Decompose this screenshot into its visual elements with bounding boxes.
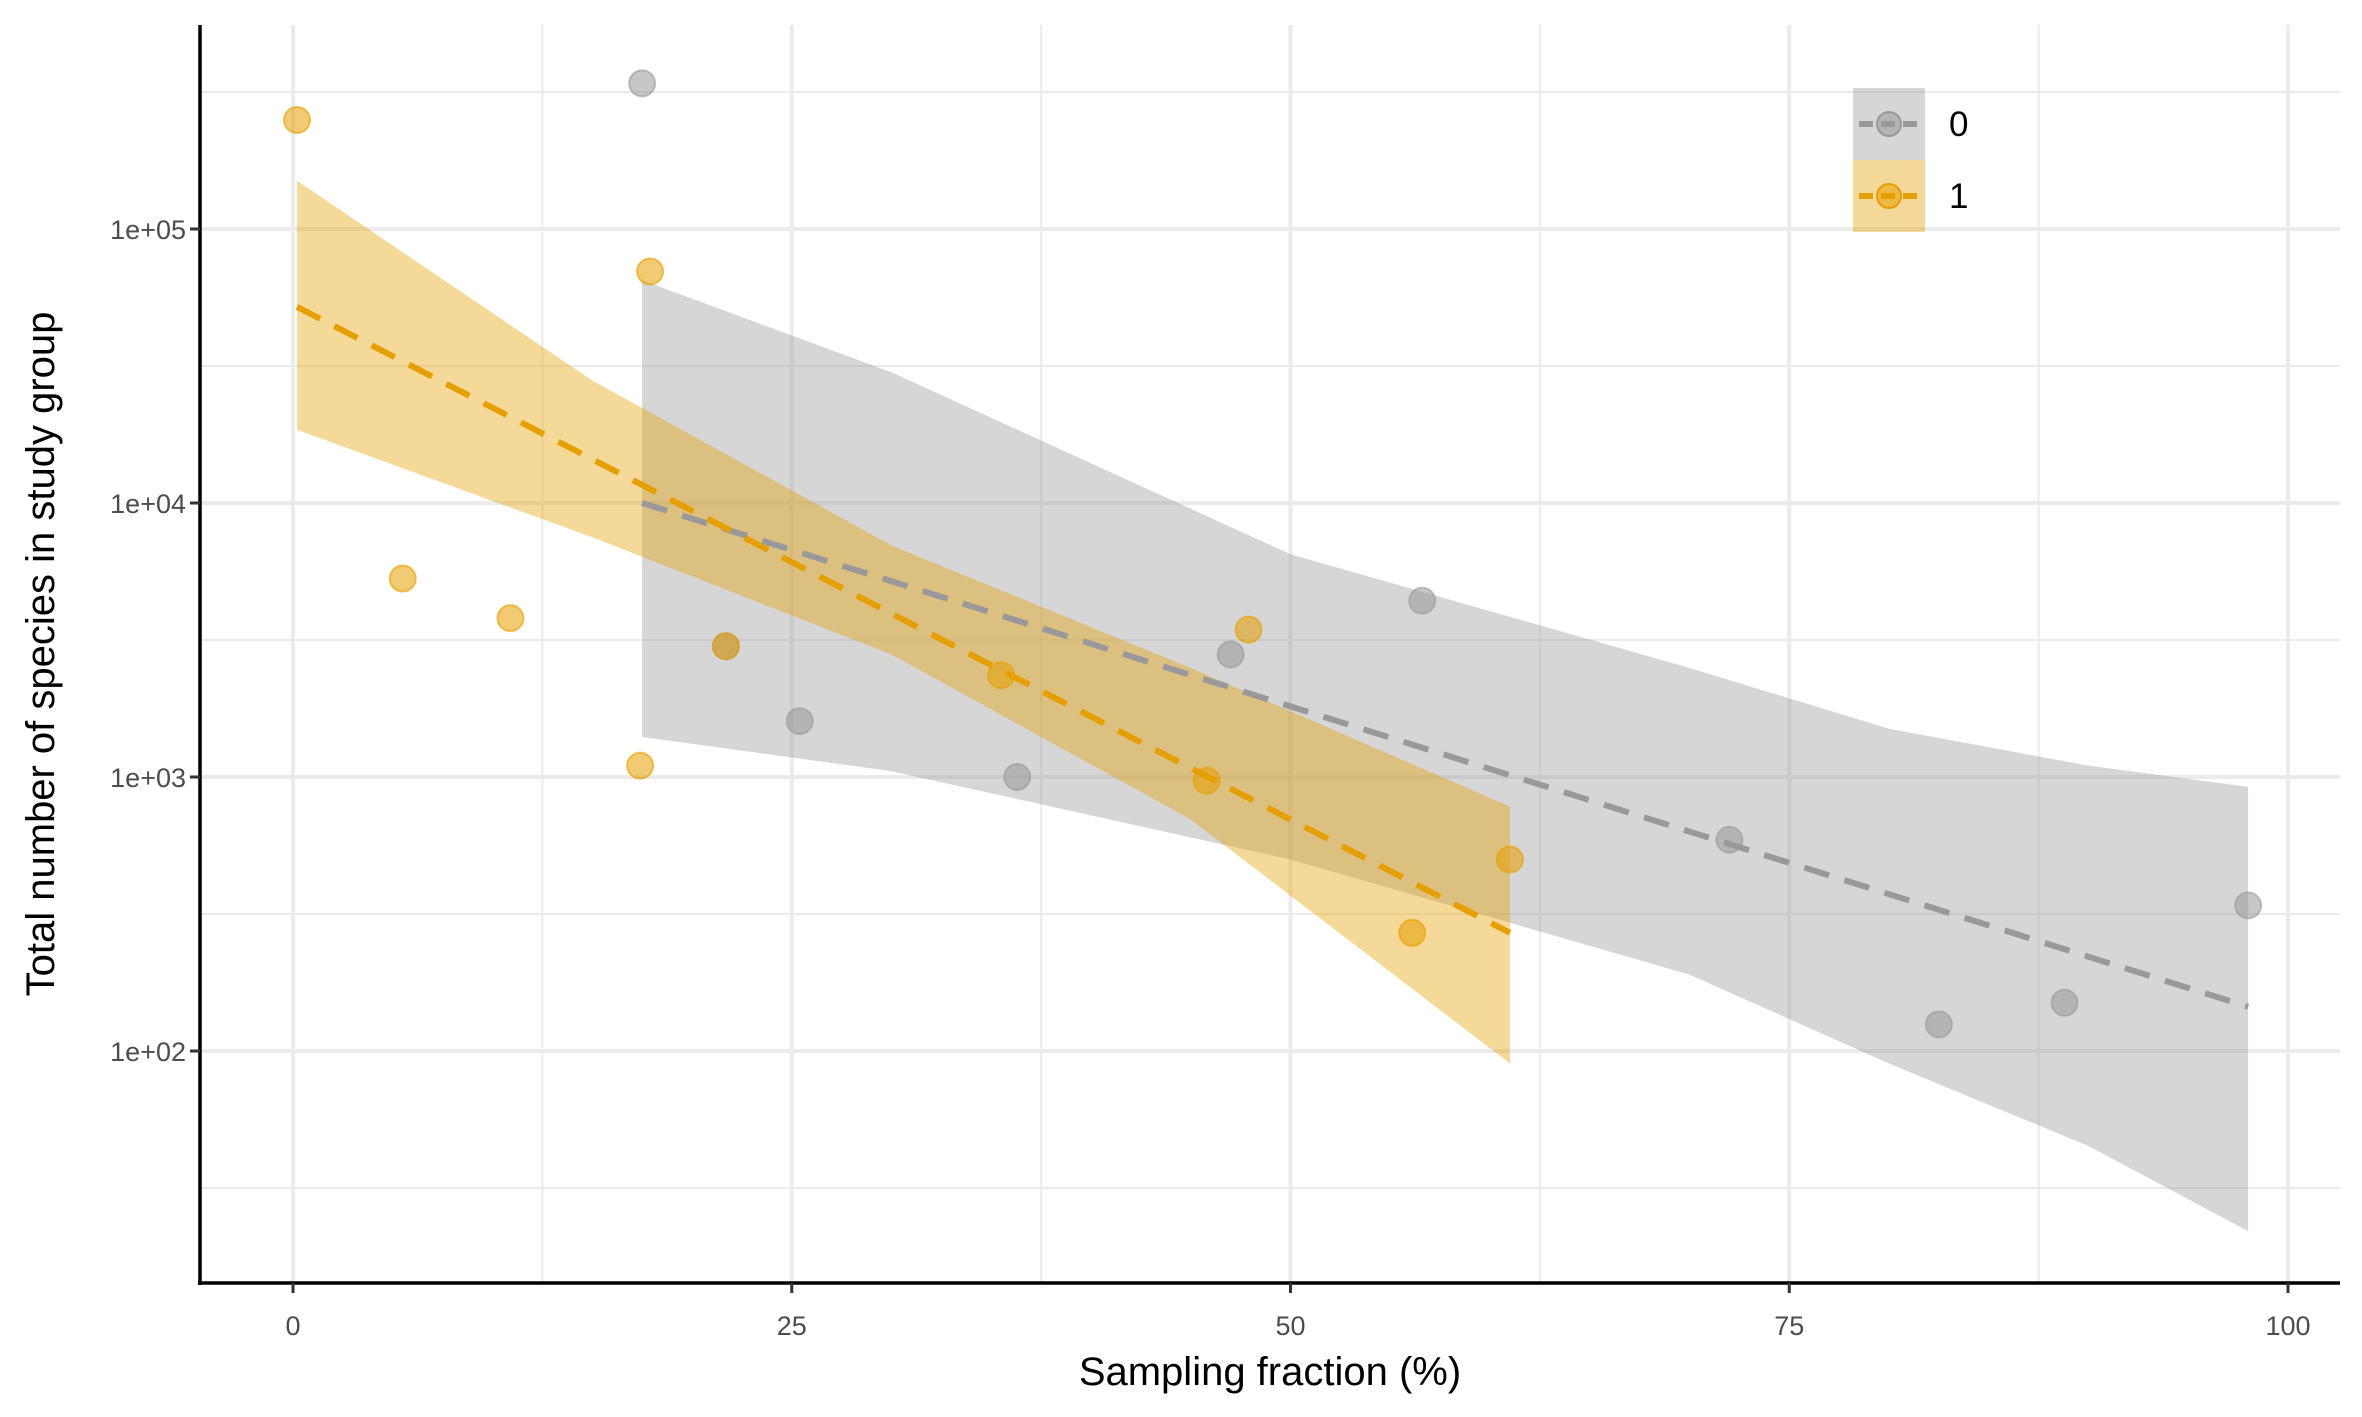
axes — [190, 25, 2340, 1293]
legend-key-point-0 — [1876, 111, 1902, 137]
data-point-series-1 — [496, 604, 525, 633]
data-point-series-1 — [711, 632, 740, 661]
fit-line-series-1 — [295, 304, 1512, 936]
y-tick-labels: 1e+02 1e+03 1e+04 1e+05 — [110, 215, 186, 1067]
data-point-series-1 — [1192, 766, 1221, 795]
data-point-series-0 — [2234, 891, 2263, 920]
x-tick-label: 25 — [777, 1311, 807, 1341]
fit-line-series-0 — [641, 500, 2249, 1010]
x-tick-labels: 0 25 50 75 100 — [285, 1311, 2310, 1341]
data-point-series-1 — [388, 564, 417, 593]
data-point-series-0 — [2050, 988, 2079, 1017]
data-point-series-0 — [785, 707, 814, 736]
y-tick-label: 1e+05 — [110, 215, 186, 245]
data-point-series-1 — [1495, 845, 1524, 874]
x-tick-label: 50 — [1275, 1311, 1305, 1341]
data-point-series-1 — [987, 661, 1016, 690]
x-tick-label: 100 — [2265, 1311, 2310, 1341]
data-point-series-1 — [1398, 918, 1427, 947]
data-point-series-0 — [1924, 1010, 1953, 1039]
legend-label-0: 0 — [1949, 105, 1968, 144]
legend-key-point-1 — [1876, 183, 1902, 209]
y-axis-title: Total number of species in study group — [19, 312, 63, 997]
data-points — [282, 69, 2263, 1039]
data-point-series-1 — [626, 751, 655, 780]
y-tick-label: 1e+02 — [110, 1037, 186, 1067]
data-point-series-0 — [1003, 763, 1032, 791]
data-point-series-1 — [282, 105, 311, 134]
legend-label-1: 1 — [1949, 177, 1968, 216]
x-tick-label: 0 — [285, 1311, 300, 1341]
data-point-series-0 — [628, 69, 657, 98]
y-tick-label: 1e+03 — [110, 763, 186, 793]
x-axis-title: Sampling fraction (%) — [1079, 1350, 1461, 1394]
data-point-series-0 — [1216, 640, 1245, 669]
data-point-series-0 — [1408, 586, 1437, 615]
fit-lines — [295, 304, 2249, 1010]
data-point-series-1 — [1234, 615, 1263, 644]
legend: 01 — [1853, 88, 1968, 232]
data-point-series-0 — [1715, 825, 1744, 854]
data-point-series-1 — [636, 257, 665, 286]
y-tick-label: 1e+04 — [110, 489, 186, 519]
x-tick-label: 75 — [1774, 1311, 1804, 1341]
grid — [200, 25, 2340, 1283]
